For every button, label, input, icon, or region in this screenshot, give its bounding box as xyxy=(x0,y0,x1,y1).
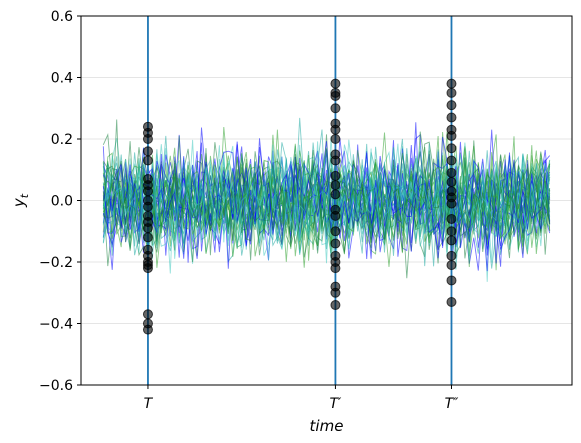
observation-point xyxy=(446,260,457,271)
observation-point xyxy=(330,103,341,114)
observation-point xyxy=(446,143,457,154)
observation-point xyxy=(330,155,341,166)
series-line xyxy=(102,143,551,250)
x-axis-label: time xyxy=(310,417,344,435)
observation-point xyxy=(330,134,341,144)
observation-point xyxy=(142,263,153,274)
observation-point xyxy=(446,275,457,286)
series-line xyxy=(102,148,551,262)
y-tick-label: 0.0 xyxy=(51,194,73,210)
observation-point xyxy=(446,167,457,178)
observation-point xyxy=(446,226,457,237)
y-axis: −0.6 −0.4 −0.2 0.0 0.2 0.4 0.6 xyxy=(39,9,81,394)
observation-point xyxy=(446,130,457,141)
y-tick-label: 0.2 xyxy=(51,132,73,148)
series-line xyxy=(102,138,551,270)
y-tick-label: −0.6 xyxy=(39,378,73,394)
observation-point xyxy=(142,201,153,212)
observation-point xyxy=(142,186,153,197)
x-tick-label: T xyxy=(144,396,154,412)
observation-point xyxy=(330,300,341,311)
observation-point xyxy=(446,155,457,166)
observation-point xyxy=(446,250,457,261)
observation-point xyxy=(330,90,341,101)
observation-point xyxy=(330,170,341,181)
series-line xyxy=(102,149,551,253)
observation-point xyxy=(330,226,341,237)
observation-point xyxy=(446,296,457,307)
observation-point xyxy=(446,177,457,188)
series-group xyxy=(102,117,551,282)
observation-point xyxy=(446,87,457,98)
x-tick-label: T″ xyxy=(445,396,460,412)
observation-point xyxy=(142,146,153,157)
observation-point xyxy=(446,112,457,123)
observation-point xyxy=(330,124,341,135)
y-axis-label: yt xyxy=(10,193,31,208)
observation-point xyxy=(330,180,341,191)
observation-point xyxy=(330,189,341,200)
observation-marks xyxy=(142,78,457,335)
observation-point xyxy=(446,198,457,209)
y-tick-label: 0.4 xyxy=(51,71,73,87)
x-axis: T T′ T″ xyxy=(144,385,459,412)
observation-point xyxy=(446,100,457,111)
observation-point xyxy=(142,232,153,243)
observation-point xyxy=(330,238,341,249)
observation-point xyxy=(142,223,153,234)
observation-point xyxy=(446,78,457,89)
y-tick-label: 0.6 xyxy=(51,9,73,25)
observation-point xyxy=(446,213,457,224)
observation-point xyxy=(142,309,153,320)
series-line xyxy=(103,131,551,258)
observation-point xyxy=(142,134,153,144)
observation-point xyxy=(330,263,341,274)
observation-point xyxy=(330,210,341,221)
x-tick-label: T′ xyxy=(330,396,343,412)
observation-point xyxy=(446,235,457,246)
observation-point xyxy=(142,155,153,166)
y-tick-label: −0.2 xyxy=(39,255,73,271)
y-tick-label: −0.4 xyxy=(39,317,73,333)
observation-point xyxy=(330,78,341,89)
observation-point xyxy=(330,287,341,298)
observation-point xyxy=(142,324,153,335)
